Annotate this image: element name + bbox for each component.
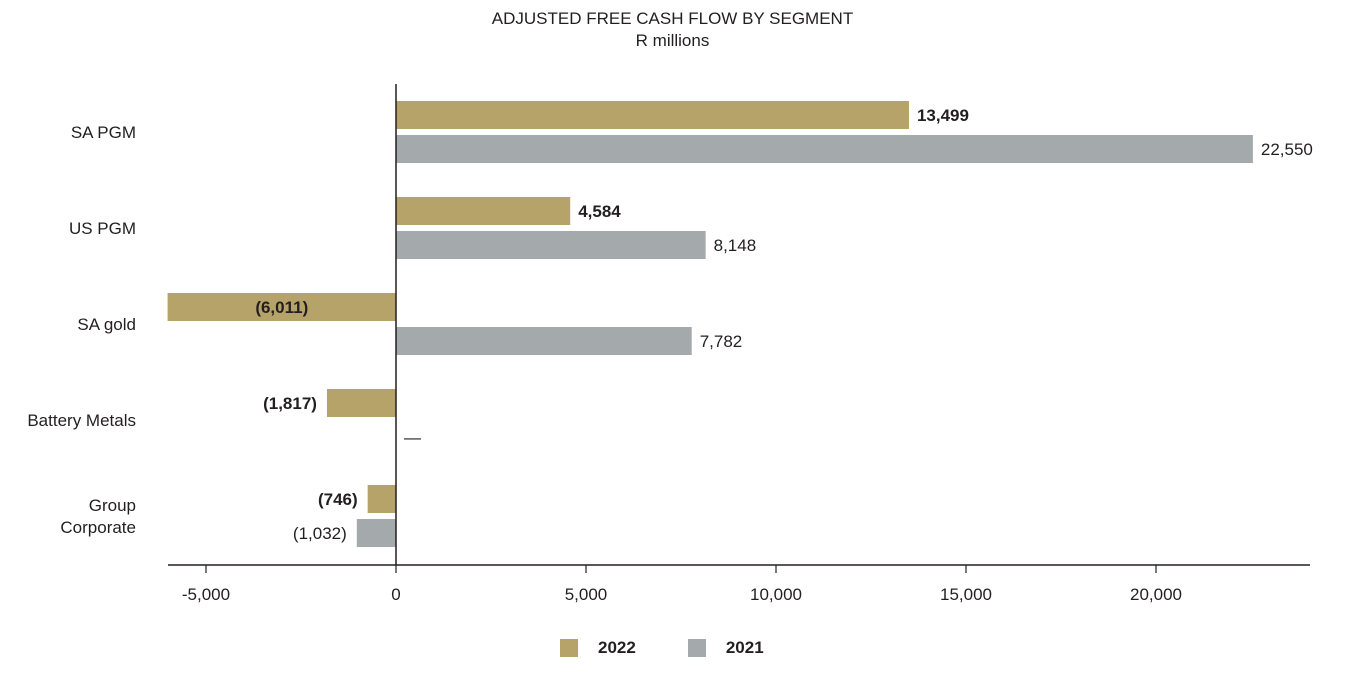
data-label-2021-us-pgm: 8,148 — [714, 236, 757, 255]
bar-2022-battery-metals — [326, 389, 396, 417]
x-tick-label: 20,000 — [1130, 585, 1182, 604]
bar-2021-sa-pgm — [396, 135, 1253, 163]
category-label-us-pgm: US PGM — [69, 219, 136, 238]
bar-2022-sa-gold — [167, 293, 396, 321]
legend-item-2022: 2022 — [560, 638, 636, 658]
data-label-2022-sa-pgm: 13,499 — [917, 106, 969, 125]
data-label-2022-group-corporate: (746) — [318, 490, 358, 509]
bar-2021-us-pgm — [396, 231, 706, 259]
legend-swatch-2022 — [560, 639, 578, 657]
x-tick-label: 15,000 — [940, 585, 992, 604]
bar-2021-sa-gold — [396, 327, 692, 355]
data-label-2021-group-corporate: (1,032) — [293, 524, 347, 543]
chart-title-block: ADJUSTED FREE CASH FLOW BY SEGMENT R mil… — [0, 8, 1345, 52]
legend-label-2022: 2022 — [598, 638, 636, 657]
legend: 2022 2021 — [560, 638, 816, 658]
bar-2022-group-corporate — [367, 485, 396, 513]
data-label-2021-sa-pgm: 22,550 — [1261, 140, 1313, 159]
chart-subtitle: R millions — [635, 31, 710, 50]
x-tick-label: 10,000 — [750, 585, 802, 604]
category-label-group-corporate: Group Corporate — [60, 496, 136, 537]
data-label-2021-sa-gold: 7,782 — [700, 332, 743, 351]
bar-2022-sa-pgm — [396, 101, 909, 129]
legend-item-2021: 2021 — [687, 638, 764, 658]
category-label-sa-gold: SA gold — [77, 315, 136, 334]
bar-2021-group-corporate — [356, 519, 396, 547]
bar-2022-us-pgm — [396, 197, 571, 225]
legend-label-2021: 2021 — [725, 638, 764, 657]
x-tick-label: 5,000 — [565, 585, 608, 604]
data-label-2022-battery-metals: (1,817) — [263, 394, 317, 413]
category-label-sa-pgm: SA PGM — [71, 123, 136, 142]
category-label-battery-metals: Battery Metals — [27, 411, 136, 430]
x-tick-label: 0 — [391, 585, 400, 604]
data-label-2021-battery-metals: — — [404, 428, 421, 447]
data-label-2022-us-pgm: 4,584 — [578, 202, 621, 221]
legend-swatch-2021 — [687, 639, 706, 657]
data-label-2022-sa-gold: (6,011) — [255, 298, 308, 317]
x-tick-label: -5,000 — [182, 585, 230, 604]
chart-title: ADJUSTED FREE CASH FLOW BY SEGMENT — [491, 9, 854, 28]
